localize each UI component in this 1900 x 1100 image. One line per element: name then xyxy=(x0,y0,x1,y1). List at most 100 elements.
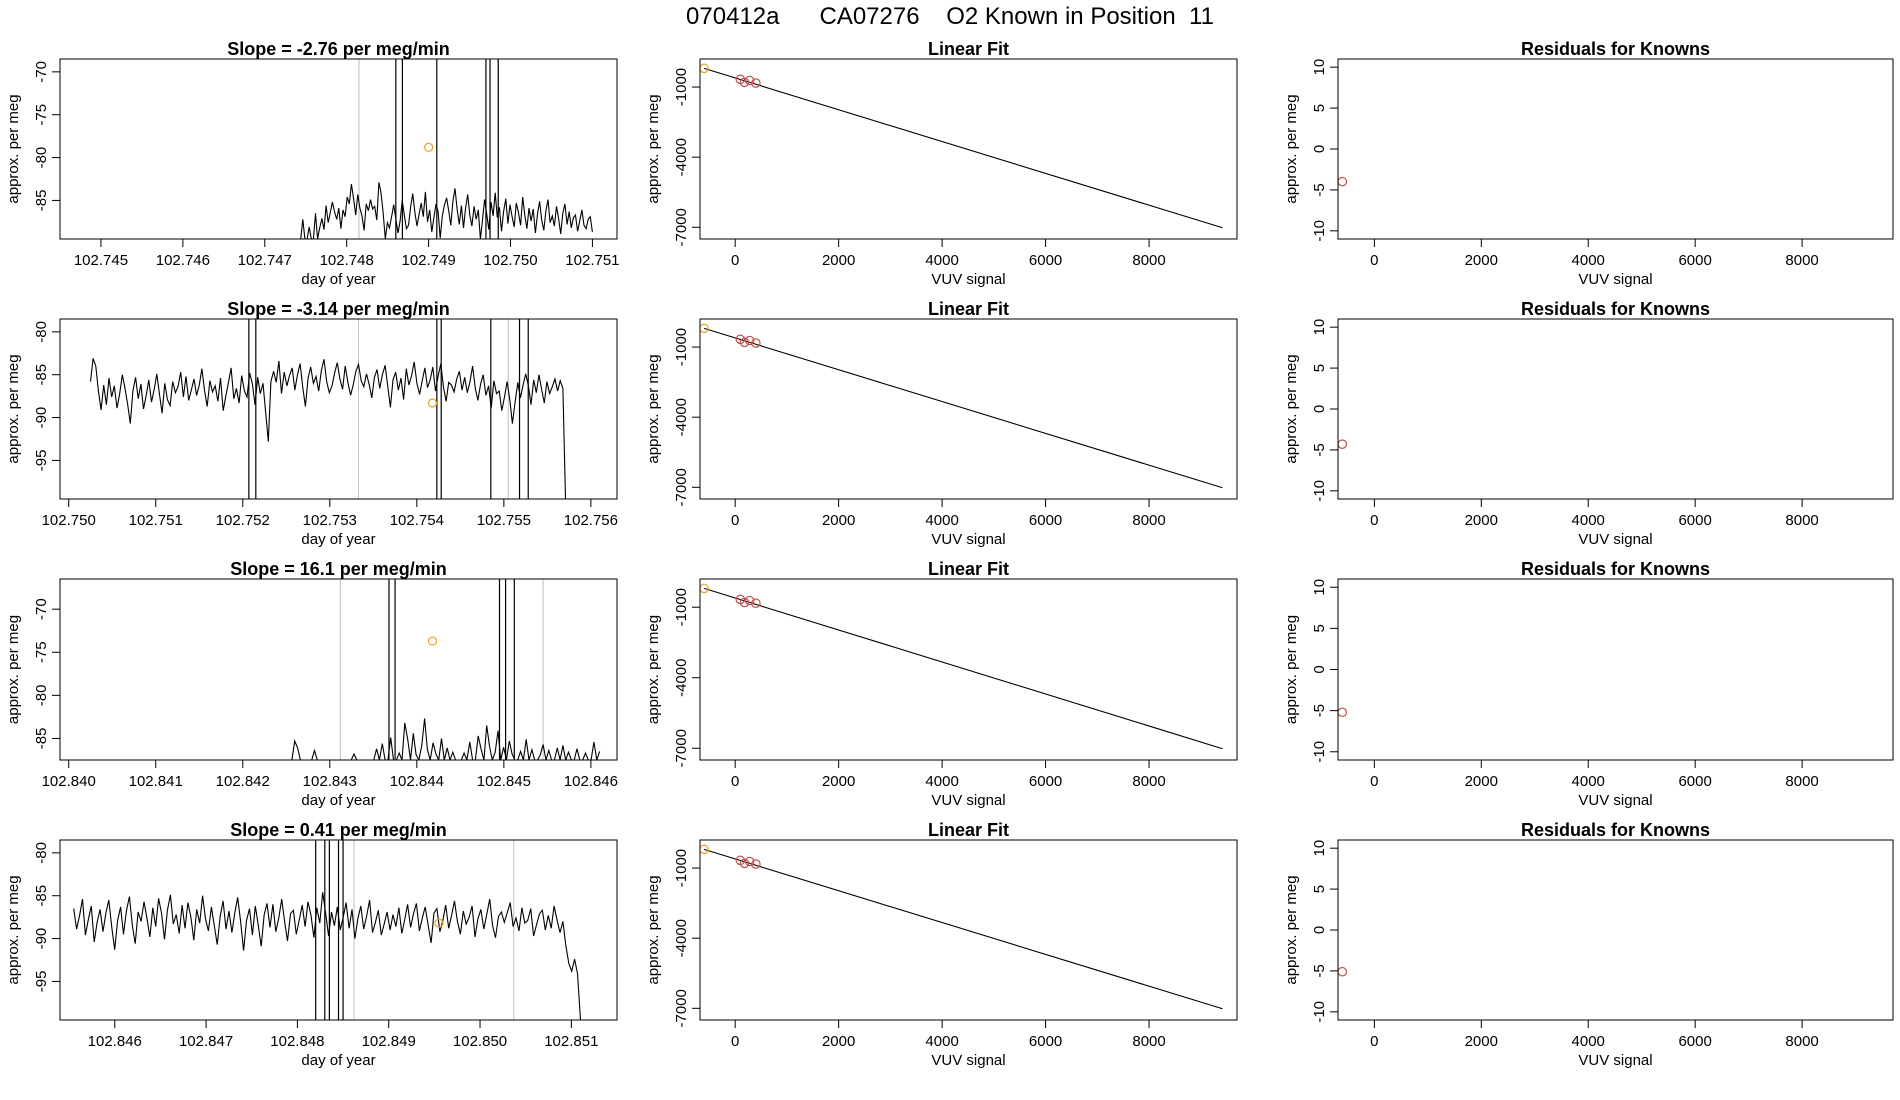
x-tick-label: 8000 xyxy=(1785,1033,1818,1050)
data-series-line xyxy=(89,358,574,499)
x-tick-label: 102.752 xyxy=(216,512,270,529)
y-tick-label: -7000 xyxy=(673,989,690,1027)
x-tick-label: 102.747 xyxy=(238,252,292,269)
y-tick-label: -4000 xyxy=(673,138,690,176)
y-tick-label: -85 xyxy=(33,885,50,907)
fit-line xyxy=(703,327,1223,489)
panel-title: Residuals for Knowns xyxy=(1521,820,1710,840)
y-axis-label: approx. per meg xyxy=(5,94,22,203)
panel-3-2: Linear Fit 0 2000 4000 6000 8000 VUV signal -10… xyxy=(645,559,1238,809)
x-tick-label: 4000 xyxy=(1572,1033,1605,1050)
plot-area xyxy=(73,840,582,1020)
y-tick-label: -7000 xyxy=(673,729,690,767)
y-tick-label: -5 xyxy=(1311,704,1328,717)
y-tick-label: -85 xyxy=(33,728,50,750)
y-tick-label: -5 xyxy=(1311,183,1328,196)
y-tick-label: -70 xyxy=(33,61,50,83)
panel-2-2: Linear Fit 0 2000 4000 6000 8000 VUV signal -10… xyxy=(645,299,1238,548)
y-axis-label: approx. per meg xyxy=(5,354,22,463)
y-tick-label: -95 xyxy=(33,971,50,993)
y-tick-label: -80 xyxy=(33,321,50,343)
data-point xyxy=(1338,707,1348,718)
y-tick-label: -75 xyxy=(33,641,50,663)
x-axis-label: VUV signal xyxy=(931,271,1005,288)
x-axis-label: VUV signal xyxy=(1578,1052,1652,1069)
x-tick-label: 102.849 xyxy=(362,1033,416,1050)
x-axis-label: VUV signal xyxy=(931,1052,1005,1069)
x-axis-label: VUV signal xyxy=(931,531,1005,548)
panel-4-3: Residuals for Knowns 0 2000 4000 6000 8000 VUV… xyxy=(1283,820,1894,1069)
plot-frame xyxy=(59,58,618,240)
x-tick-label: 102.751 xyxy=(129,512,183,529)
data-point xyxy=(700,63,709,74)
x-tick-label: 0 xyxy=(1370,252,1378,269)
x-tick-label: 102.754 xyxy=(390,512,444,529)
panel-title: Slope = -2.76 per meg/min xyxy=(227,39,450,59)
x-tick-label: 6000 xyxy=(1678,252,1711,269)
y-tick-label: -10 xyxy=(1311,220,1328,242)
y-tick-label: -1000 xyxy=(673,328,690,366)
y-tick-label: 5 xyxy=(1311,624,1328,632)
y-tick-label: -10 xyxy=(1311,1001,1328,1023)
x-tick-label: 102.755 xyxy=(477,512,531,529)
x-tick-label: 102.845 xyxy=(477,773,531,790)
y-axis-label: approx. per meg xyxy=(1283,94,1300,203)
data-point xyxy=(739,597,750,608)
x-tick-label: 2000 xyxy=(1465,512,1498,529)
fit-line xyxy=(703,848,1223,1010)
plot-area xyxy=(1338,439,1348,449)
y-axis-label: approx. per meg xyxy=(645,94,662,203)
plot-area xyxy=(700,844,1223,1010)
plot-area xyxy=(1338,966,1348,977)
panel-title: Slope = -3.14 per meg/min xyxy=(227,299,450,319)
y-tick-label: -90 xyxy=(33,407,50,429)
x-tick-label: 0 xyxy=(731,1033,739,1050)
x-tick-label: 102.753 xyxy=(303,512,357,529)
y-tick-label: -4000 xyxy=(673,919,690,957)
x-tick-label: 6000 xyxy=(1678,1033,1711,1050)
plot-frame xyxy=(59,318,618,500)
plot-frame xyxy=(59,839,618,1021)
x-tick-label: 102.745 xyxy=(74,252,128,269)
highlight-point xyxy=(427,636,438,646)
x-tick-label: 2000 xyxy=(1465,1033,1498,1050)
y-tick-label: 5 xyxy=(1311,885,1328,893)
data-point xyxy=(744,335,755,346)
fit-line xyxy=(703,67,1223,229)
data-series-line xyxy=(73,892,582,1020)
panel-4-1: Slope = 0.41 per meg/min 102.846 102.847 10… xyxy=(5,820,618,1069)
panel-3-1: Slope = 16.1 per meg/min 102.840 102.841 10… xyxy=(5,559,618,809)
y-tick-label: -70 xyxy=(33,598,50,620)
y-tick-label: -4000 xyxy=(673,659,690,697)
x-tick-label: 8000 xyxy=(1785,512,1818,529)
plot-area xyxy=(1338,707,1348,718)
data-point xyxy=(700,583,709,594)
y-tick-label: -1000 xyxy=(673,849,690,887)
data-point xyxy=(739,337,750,348)
x-tick-label: 102.846 xyxy=(88,1033,142,1050)
figure-title: 070412a CA07276 O2 Known in Position 11 xyxy=(686,3,1214,30)
plot-frame xyxy=(699,578,1238,761)
y-tick-label: 10 xyxy=(1311,840,1328,857)
x-tick-label: 6000 xyxy=(1678,773,1711,790)
y-tick-label: 0 xyxy=(1311,665,1328,673)
x-tick-label: 8000 xyxy=(1785,252,1818,269)
x-tick-label: 8000 xyxy=(1785,773,1818,790)
data-point xyxy=(744,856,755,867)
y-tick-label: 5 xyxy=(1311,364,1328,372)
panel-2-3: Residuals for Knowns 0 2000 4000 6000 8000 VUV… xyxy=(1283,299,1894,548)
x-tick-label: 102.846 xyxy=(564,773,618,790)
x-tick-label: 4000 xyxy=(925,773,958,790)
plot-area xyxy=(700,583,1223,750)
x-tick-label: 2000 xyxy=(822,1033,855,1050)
x-tick-label: 6000 xyxy=(1029,512,1062,529)
plot-frame xyxy=(59,578,618,761)
plot-area xyxy=(77,579,601,760)
plot-frame xyxy=(1337,839,1894,1021)
data-point xyxy=(700,844,709,855)
x-axis-label: day of year xyxy=(301,792,375,809)
highlight-point xyxy=(434,918,444,928)
plot-area xyxy=(700,323,1223,489)
data-point xyxy=(739,858,750,869)
